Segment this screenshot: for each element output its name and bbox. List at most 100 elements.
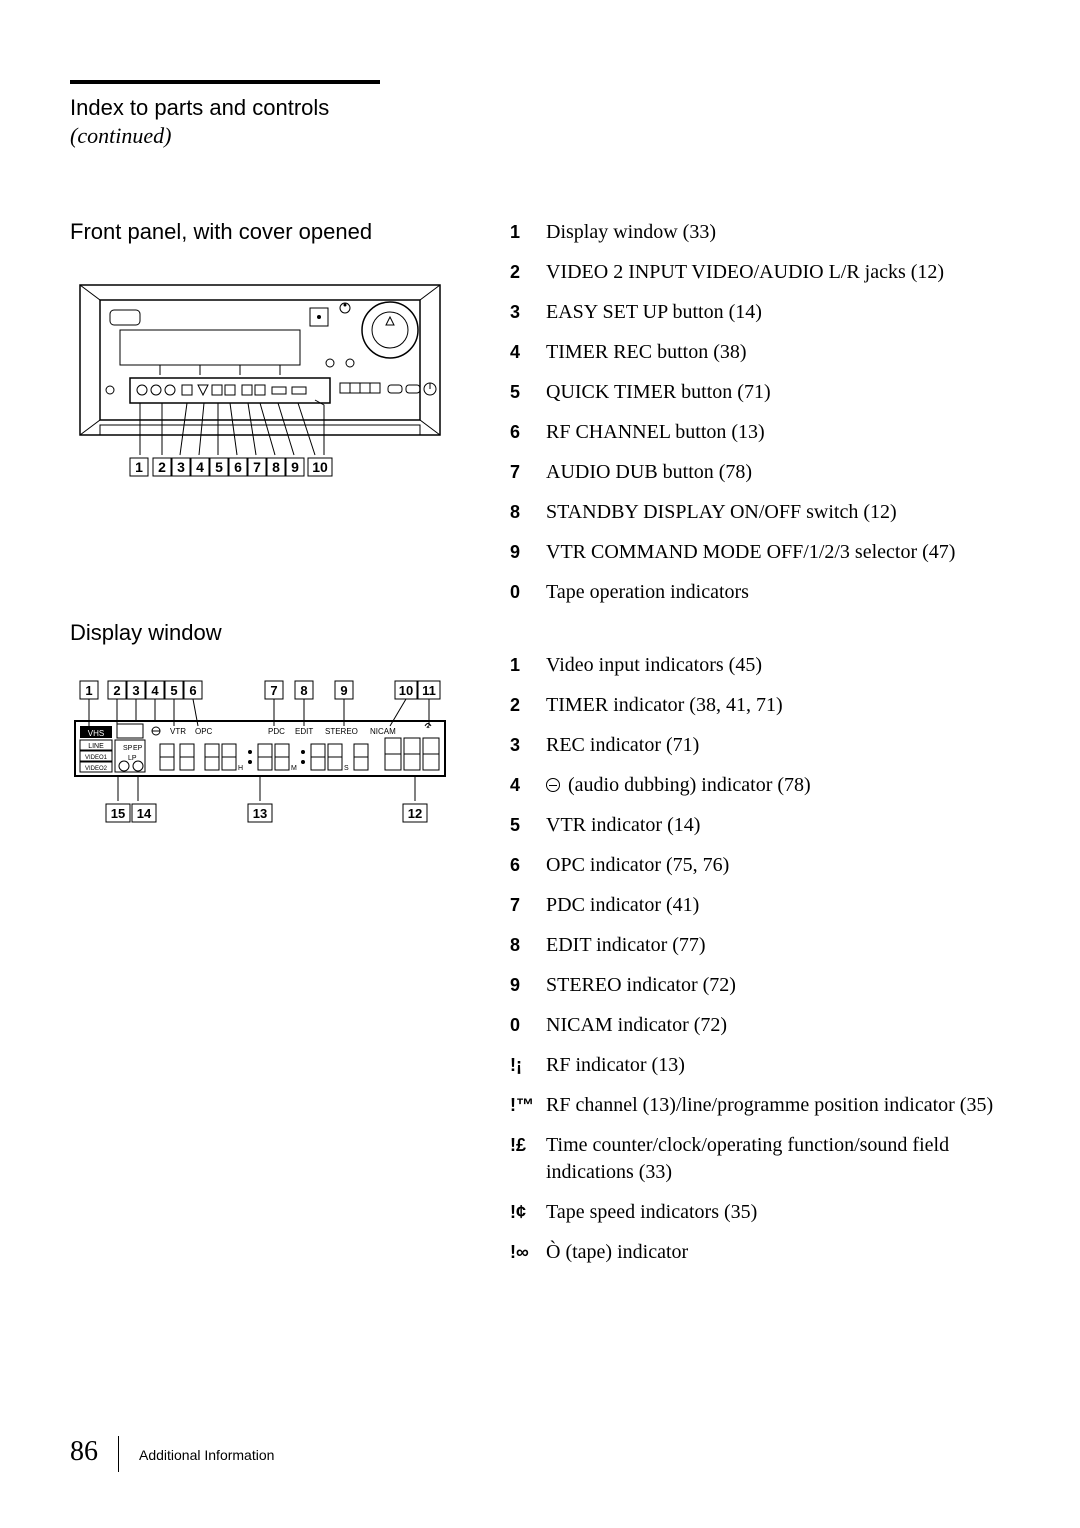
item-label: Ò (tape) indicator: [546, 1239, 688, 1266]
item-label-text: (audio dubbing) indicator (78): [563, 774, 811, 796]
item-label: VIDEO 2 INPUT VIDEO/AUDIO L/R jacks (12): [546, 259, 944, 286]
page-footer: 86 Additional Information: [70, 1436, 274, 1468]
page-number: 86: [70, 1436, 98, 1468]
fp-callout-9: 9: [291, 459, 299, 475]
list-item: !¡RF indicator (13): [510, 1052, 1010, 1079]
list-item: 2TIMER indicator (38, 41, 71): [510, 692, 1010, 719]
list-item: !¢Tape speed indicators (35): [510, 1199, 1010, 1226]
fp-callout-5: 5: [215, 459, 223, 475]
item-label: VTR indicator (14): [546, 812, 700, 839]
item-num: 2: [510, 693, 546, 717]
list-item: 6OPC indicator (75, 76): [510, 852, 1010, 879]
lcd-ep: EP: [133, 745, 143, 752]
fp-callout-8: 8: [272, 459, 280, 475]
right-column: 1Display window (33) 2VIDEO 2 INPUT VIDE…: [510, 219, 1010, 1279]
front-panel-diagram: 1 2 3 4 5 6 7 8 9 10: [70, 275, 450, 525]
section-title-front-panel: Front panel, with cover opened: [70, 219, 470, 245]
list-item: !™RF channel (13)/line/programme positio…: [510, 1092, 1010, 1119]
page-title: Index to parts and controls: [70, 94, 1010, 123]
list-item: 5VTR indicator (14): [510, 812, 1010, 839]
dw-top-11: 11: [422, 683, 436, 698]
item-label: Video input indicators (45): [546, 652, 762, 679]
item-num: 3: [510, 733, 546, 757]
dw-top-9: 9: [340, 683, 347, 698]
item-label: Display window (33): [546, 219, 716, 246]
item-label: EASY SET UP button (14): [546, 299, 762, 326]
item-num: 4: [510, 340, 546, 364]
section-title-display-window: Display window: [70, 620, 470, 646]
item-num: 3: [510, 300, 546, 324]
fp-callout-1: 1: [135, 459, 143, 475]
item-num: 0: [510, 580, 546, 604]
lcd-s: S: [344, 765, 349, 772]
list-item: !∞Ò (tape) indicator: [510, 1239, 1010, 1266]
item-num: 8: [510, 500, 546, 524]
item-label: TIMER indicator (38, 41, 71): [546, 692, 783, 719]
dw-top-7: 7: [270, 683, 277, 698]
list-item: 3REC indicator (71): [510, 732, 1010, 759]
item-num: 9: [510, 973, 546, 997]
item-num: 1: [510, 220, 546, 244]
list-item: 0NICAM indicator (72): [510, 1012, 1010, 1039]
fp-callout-2: 2: [158, 459, 166, 475]
item-label: OPC indicator (75, 76): [546, 852, 729, 879]
list-item: 4 (audio dubbing) indicator (78): [510, 772, 1010, 799]
dw-top-8: 8: [300, 683, 307, 698]
list-item: 3EASY SET UP button (14): [510, 299, 1010, 326]
dw-top-10: 10: [399, 683, 413, 698]
item-label: AUDIO DUB button (78): [546, 459, 752, 486]
header-rule: [70, 80, 380, 84]
item-num: 4: [510, 773, 546, 797]
dw-top-5: 5: [170, 683, 177, 698]
dw-top-1: 1: [85, 683, 92, 698]
footer-divider: [118, 1436, 119, 1472]
list-item: 8STANDBY DISPLAY ON/OFF switch (12): [510, 499, 1010, 526]
item-label: Tape operation indicators: [546, 579, 749, 606]
lcd-vhs: VHS: [88, 729, 104, 738]
item-num: !¢: [510, 1200, 546, 1224]
list-item: 7PDC indicator (41): [510, 892, 1010, 919]
lcd-sp: SP: [123, 745, 133, 752]
dw-top-6: 6: [189, 683, 196, 698]
item-num: !¡: [510, 1053, 546, 1077]
item-label: TIMER REC button (38): [546, 339, 747, 366]
item-label: (audio dubbing) indicator (78): [546, 772, 811, 799]
lcd-video2: VIDEO2: [85, 766, 108, 772]
item-label: Time counter/clock/operating function/so…: [546, 1132, 1010, 1186]
item-num: 7: [510, 893, 546, 917]
list-item: 6RF CHANNEL button (13): [510, 419, 1010, 446]
front-panel-list: 1Display window (33) 2VIDEO 2 INPUT VIDE…: [510, 219, 1010, 606]
item-num: 7: [510, 460, 546, 484]
item-num: !∞: [510, 1240, 546, 1264]
lcd-nicam: NICAM: [370, 727, 396, 736]
fp-callout-6: 6: [234, 459, 242, 475]
lcd-m: M: [291, 765, 297, 772]
item-label: PDC indicator (41): [546, 892, 699, 919]
list-item: 7AUDIO DUB button (78): [510, 459, 1010, 486]
item-num: 8: [510, 933, 546, 957]
page-subtitle: (continued): [70, 123, 1010, 149]
content-columns: Front panel, with cover opened: [70, 219, 1010, 1279]
item-label: Tape speed indicators (35): [546, 1199, 757, 1226]
item-label: RF indicator (13): [546, 1052, 685, 1079]
lcd-stereo: STEREO: [325, 727, 358, 736]
item-num: 9: [510, 540, 546, 564]
dw-top-2: 2: [113, 683, 120, 698]
fp-callout-4: 4: [196, 459, 204, 475]
item-num: 6: [510, 420, 546, 444]
dw-bot-15: 15: [111, 806, 125, 821]
item-num: 0: [510, 1013, 546, 1037]
display-window-diagram: 1 2 3 4 5 6 7 8 9 10 11: [70, 676, 450, 856]
fp-callout-3: 3: [177, 459, 185, 475]
dw-top-4: 4: [151, 683, 159, 698]
list-item: 0Tape operation indicators: [510, 579, 1010, 606]
item-label: QUICK TIMER button (71): [546, 379, 771, 406]
lcd-edit: EDIT: [295, 727, 313, 736]
item-num: !™: [510, 1093, 546, 1117]
item-num: 5: [510, 813, 546, 837]
list-item: !£Time counter/clock/operating function/…: [510, 1132, 1010, 1186]
lcd-video1: VIDEO1: [85, 755, 108, 761]
display-window-list: 1Video input indicators (45) 2TIMER indi…: [510, 652, 1010, 1266]
item-label: RF CHANNEL button (13): [546, 419, 765, 446]
list-item: 2VIDEO 2 INPUT VIDEO/AUDIO L/R jacks (12…: [510, 259, 1010, 286]
